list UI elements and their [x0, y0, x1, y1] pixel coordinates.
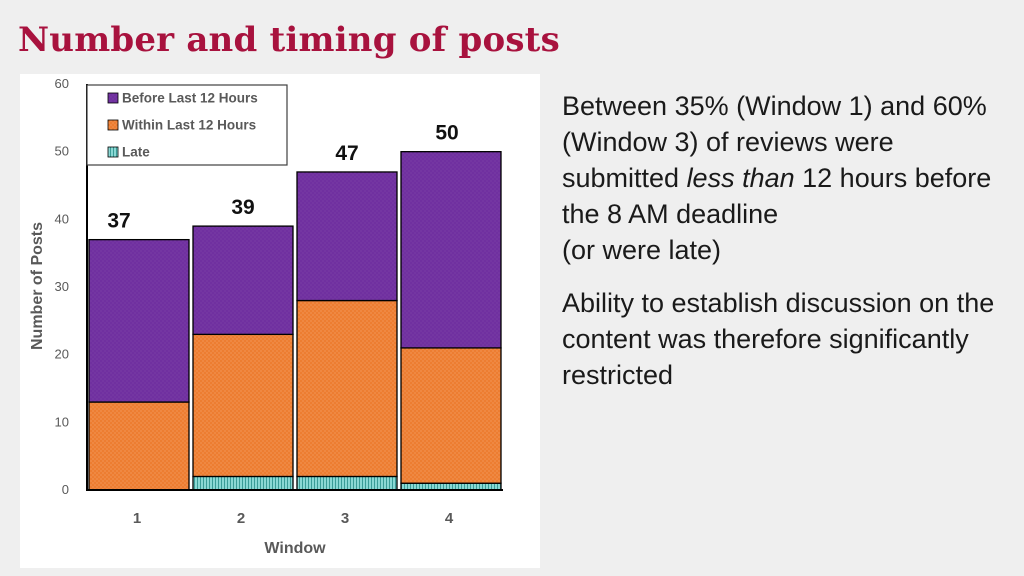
note-text: 12 hours before the 8 AM deadline [562, 163, 992, 229]
y-axis-ticks: 0 10 20 30 40 50 60 [55, 76, 69, 497]
note-text: (or were late) [562, 235, 722, 265]
x-tick-label: 3 [341, 510, 349, 527]
y-tick-label: 60 [55, 76, 69, 91]
legend-item-label: Before Last 12 Hours [122, 91, 258, 106]
bar-total-label: 39 [231, 196, 254, 219]
notes-panel: Between 35% (Window 1) and 60% (Window 3… [562, 88, 1012, 410]
y-axis-label: Number of Posts [29, 222, 46, 350]
bar-segment-late [296, 475, 398, 491]
chart-legend: Before Last 12 Hours Within Last 12 Hours… [86, 84, 288, 166]
bar-segment-within-last-12-hours [192, 333, 294, 478]
legend-swatch [107, 92, 119, 104]
note-emphasis: less than [686, 163, 795, 193]
bar-group [88, 151, 502, 491]
note-paragraph-1: Between 35% (Window 1) and 60% (Window 3… [562, 88, 1012, 268]
bar-segment-before-last-12-hours [296, 171, 398, 302]
bar-segment-late [192, 475, 294, 491]
bar-segment-within-last-12-hours [400, 347, 502, 484]
y-tick-label: 10 [55, 414, 69, 429]
y-tick-label: 20 [55, 347, 69, 362]
chart-panel: 0 10 20 30 40 50 60 37 39 47 50 1 2 3 4 Window Numbe… [20, 74, 540, 568]
y-tick-label: 0 [62, 482, 69, 497]
legend-item-label: Within Last 12 Hours [122, 118, 256, 133]
bar-segment-before-last-12-hours [88, 238, 190, 403]
legend-box [86, 84, 288, 166]
legend-swatch [107, 119, 119, 131]
y-tick-label: 40 [55, 211, 69, 226]
note-text: Between 35% (Window 1) and 60% (Window 3… [562, 91, 987, 193]
legend-item-label: Late [122, 145, 150, 160]
y-tick-label: 30 [55, 279, 69, 294]
x-axis-ticks: 1 2 3 4 [133, 510, 454, 527]
bar-segment-late [400, 482, 502, 491]
bar-segment-within-last-12-hours [296, 299, 398, 478]
x-tick-label: 1 [133, 510, 141, 527]
stacked-bar-chart: 0 10 20 30 40 50 60 37 39 47 50 1 2 3 4 Window Numbe… [29, 76, 503, 557]
x-tick-label: 2 [237, 510, 245, 527]
bar-segment-before-last-12-hours [192, 225, 294, 336]
total-labels: 37 39 47 50 [107, 122, 458, 233]
bar-total-label: 47 [335, 142, 358, 165]
bar-total-label: 50 [435, 122, 458, 145]
bar-segment-before-last-12-hours [400, 151, 502, 349]
x-axis-label: Window [264, 540, 326, 557]
x-tick-label: 4 [445, 510, 454, 527]
page-title: Number and timing of posts [18, 20, 560, 60]
note-paragraph-2: Ability to establish discussion on the c… [562, 288, 995, 390]
y-tick-label: 50 [55, 144, 69, 159]
bar-segment-within-last-12-hours [88, 401, 190, 491]
bar-total-label: 37 [107, 210, 130, 233]
legend-swatch [107, 146, 119, 158]
